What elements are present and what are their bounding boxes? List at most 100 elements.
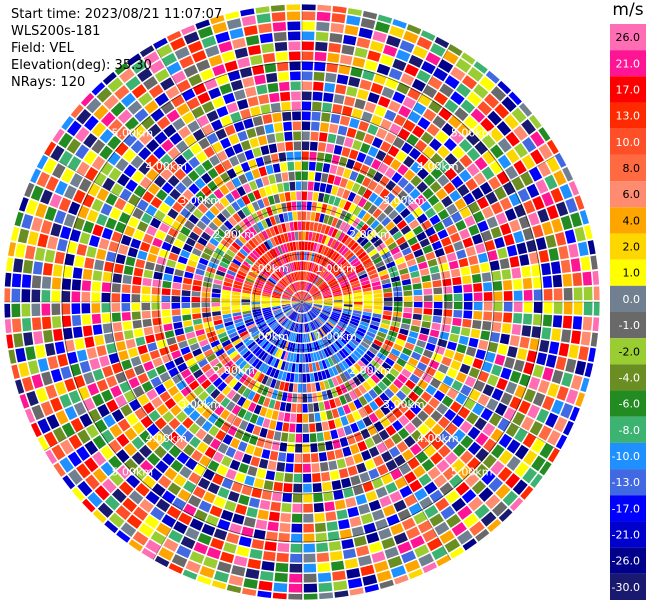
velocity-gate [279,280,287,288]
velocity-gate [156,256,167,266]
velocity-gate [252,346,261,355]
velocity-gate [313,222,319,232]
velocity-gate [367,92,380,104]
velocity-gate [233,164,244,176]
velocity-gate [139,241,151,252]
velocity-gate [141,294,151,302]
velocity-gate [573,287,583,301]
velocity-gate [231,481,243,493]
velocity-gate [277,370,284,380]
velocity-gate [261,375,269,385]
velocity-gate [116,449,130,463]
velocity-gate [353,387,363,398]
velocity-gate [401,247,412,256]
velocity-gate [427,336,438,345]
velocity-gate [548,341,560,355]
colorbar-segment [610,442,646,470]
velocity-gate [429,181,442,193]
velocity-gate [70,417,84,433]
velocity-gate [135,482,150,497]
velocity-gate [315,318,323,326]
velocity-gate [284,361,290,371]
velocity-gate [408,111,421,124]
velocity-gate [338,362,346,372]
velocity-gate [211,293,221,298]
velocity-gate [555,434,568,450]
velocity-gate [538,425,552,441]
velocity-gate [245,422,255,434]
velocity-gate [432,352,443,363]
velocity-gate [292,211,298,221]
velocity-gate [398,241,410,251]
velocity-gate [15,379,25,394]
velocity-gate [307,261,311,271]
velocity-gate [131,451,146,465]
velocity-gate [114,85,130,100]
velocity-gate [68,434,83,450]
velocity-gate [321,338,328,347]
velocity-gate [216,561,232,573]
velocity-gate [459,363,471,375]
velocity-gate [308,171,315,181]
velocity-gate [360,254,370,263]
colorbar-tick-label: 4.0 [623,214,641,227]
velocity-gate [201,420,213,432]
velocity-gate [139,444,153,458]
velocity-gate [132,276,142,286]
velocity-gate [372,455,384,467]
velocity-gate [468,337,479,348]
velocity-gate [177,255,188,265]
velocity-gate [252,291,261,296]
velocity-gate [232,354,242,363]
velocity-gate [331,311,341,317]
velocity-gate [247,192,256,203]
colorbar-segment [610,390,646,417]
velocity-gate [257,259,266,268]
velocity-gate [267,355,274,365]
velocity-gate [257,135,268,146]
velocity-gate [243,315,253,321]
velocity-gate [331,285,340,291]
velocity-gate [411,319,422,327]
velocity-gate [313,300,323,302]
velocity-gate [373,305,383,310]
velocity-gate [209,505,223,518]
velocity-gate [4,303,11,318]
velocity-gate [226,18,242,30]
velocity-gate [295,423,302,433]
velocity-gate [472,403,485,416]
velocity-gate [389,490,403,503]
velocity-gate [302,292,307,301]
velocity-gate [135,336,146,347]
velocity-gate [228,378,238,388]
velocity-gate [86,209,99,223]
velocity-gate [221,159,233,171]
velocity-gate [244,257,254,266]
velocity-gate [543,288,553,301]
velocity-gate [413,102,427,116]
velocity-gate [357,269,367,277]
velocity-gate [59,393,72,408]
velocity-gate [313,303,323,307]
velocity-gate [4,319,12,334]
velocity-gate [480,262,490,273]
velocity-gate [285,320,291,329]
velocity-gate [273,582,288,593]
velocity-gate [555,231,567,246]
velocity-gate [61,422,76,438]
velocity-gate [205,384,216,395]
velocity-gate [226,347,236,356]
velocity-gate [300,291,302,301]
velocity-gate [271,410,279,420]
velocity-gate [256,221,265,231]
velocity-gate [468,367,480,379]
velocity-gate [21,317,32,332]
velocity-gate [64,378,77,392]
velocity-gate [234,472,246,484]
velocity-gate [195,329,205,337]
velocity-gate [278,281,286,289]
velocity-gate [313,320,319,329]
velocity-gate [512,313,523,324]
velocity-gate [338,156,348,167]
velocity-gate [403,169,416,181]
